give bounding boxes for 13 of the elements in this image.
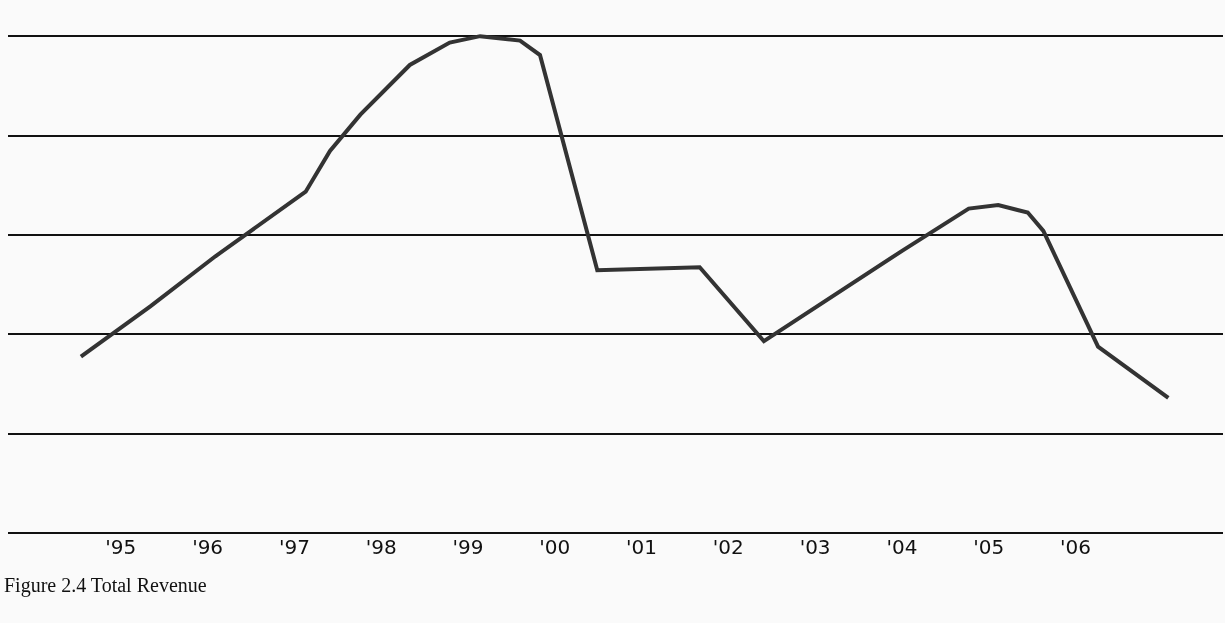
x-tick-label: '04 <box>886 535 918 559</box>
x-tick-label: '06 <box>1059 535 1091 559</box>
x-tick-label: '00 <box>539 535 571 559</box>
caption: Figure 2.4 Total Revenue <box>4 574 207 597</box>
x-tick-label: '01 <box>626 535 658 559</box>
x-tick-label: '05 <box>973 535 1005 559</box>
x-tick-label: '97 <box>278 535 310 559</box>
x-tick-label: '03 <box>799 535 831 559</box>
x-tick-label: '98 <box>365 535 397 559</box>
x-tick-label: '02 <box>712 535 744 559</box>
x-tick-label: '95 <box>105 535 137 559</box>
x-tick-label: '96 <box>192 535 224 559</box>
x-tick-label: '99 <box>452 535 484 559</box>
